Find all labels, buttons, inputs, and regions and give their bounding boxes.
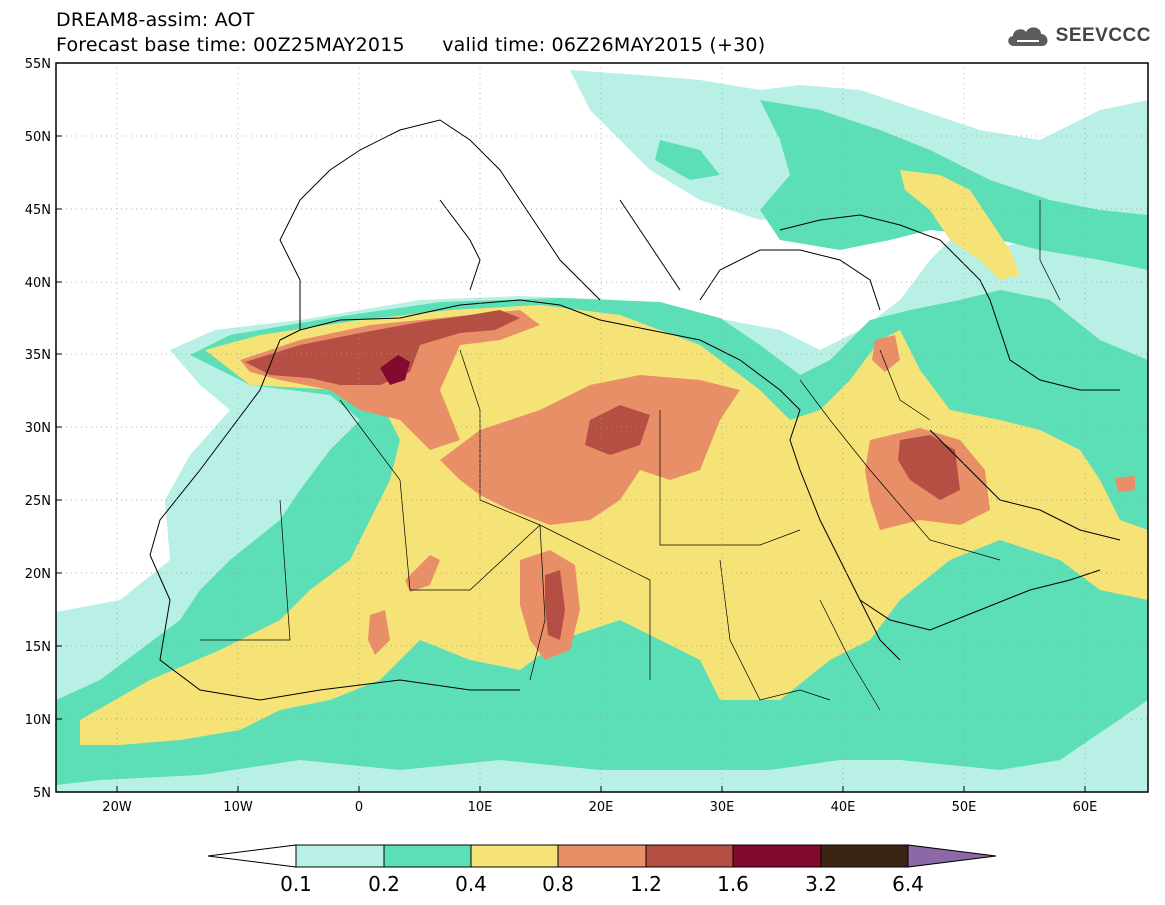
colorbar-label: 6.4 xyxy=(892,872,924,896)
lat-tick-label: 50N xyxy=(25,130,51,145)
lon-tick-labels: 20W 10W 0 10E 20E 30E 40E 50E 60E xyxy=(102,800,1097,815)
colorbar-swatch xyxy=(820,844,909,868)
colorbar-swatch xyxy=(383,844,472,868)
cloud-icon xyxy=(1007,27,1048,46)
forecast-time-line: Forecast base time: 00Z25MAY2015 valid t… xyxy=(56,34,765,56)
lon-tick-label: 10E xyxy=(468,800,493,815)
lon-tick-label: 0 xyxy=(355,800,363,815)
lat-tick-label: 45N xyxy=(25,203,51,218)
lon-tick-label: 50E xyxy=(952,800,977,815)
graticule xyxy=(56,63,1148,792)
colorbar-over-arrow xyxy=(907,844,997,868)
colorbar-swatch xyxy=(557,844,647,868)
lat-tick-label: 25N xyxy=(25,494,51,509)
seevccc-logo: SEEVCCC xyxy=(1004,22,1151,50)
lon-tick-label: 30E xyxy=(710,800,735,815)
lat-ticks xyxy=(56,135,62,720)
logo-text: SEEVCCC xyxy=(1055,25,1151,46)
colorbar-swatch xyxy=(295,844,385,868)
colorbar-label: 1.6 xyxy=(717,872,749,896)
colorbar-label: 0.2 xyxy=(368,872,400,896)
lat-tick-label: 15N xyxy=(25,640,51,655)
colorbar: 0.1 0.2 0.4 0.8 1.2 1.6 3.2 6.4 xyxy=(207,844,997,896)
lon-tick-label: 20W xyxy=(102,800,132,815)
aot-contour-1.2 xyxy=(245,310,960,640)
colorbar-label: 0.8 xyxy=(542,872,574,896)
valid-time: valid time: 06Z26MAY2015 (+30) xyxy=(442,34,766,56)
lat-tick-label: 35N xyxy=(25,348,51,363)
map-title: DREAM8-assim: AOT xyxy=(56,9,255,31)
aot-contour-1.6 xyxy=(380,355,410,385)
colorbar-label: 0.1 xyxy=(280,872,312,896)
colorbar-label: 0.4 xyxy=(455,872,487,896)
colorbar-under-arrow xyxy=(207,844,297,868)
lat-tick-labels: 55N 50N 45N 40N 35N 30N 25N 20N 15N 10N … xyxy=(25,57,51,801)
lat-tick-label: 5N xyxy=(33,786,51,801)
country-borders xyxy=(200,200,1061,711)
lat-tick-label: 40N xyxy=(25,276,51,291)
aot-contours xyxy=(56,70,1148,792)
lat-tick-label: 20N xyxy=(25,567,51,582)
lat-tick-label: 55N xyxy=(25,57,51,72)
colorbar-label: 1.2 xyxy=(630,872,662,896)
lat-tick-label: 10N xyxy=(25,713,51,728)
lon-tick-label: 10W xyxy=(223,800,253,815)
lon-tick-label: 60E xyxy=(1073,800,1098,815)
lon-ticks xyxy=(116,786,1086,792)
colorbar-label: 3.2 xyxy=(805,872,837,896)
lon-tick-label: 20E xyxy=(589,800,614,815)
lat-tick-label: 30N xyxy=(25,421,51,436)
colorbar-swatch xyxy=(470,844,559,868)
base-time: Forecast base time: 00Z25MAY2015 xyxy=(56,34,405,56)
aot-contour-0.4 xyxy=(80,170,1148,745)
lon-tick-label: 40E xyxy=(831,800,856,815)
coastlines xyxy=(149,119,1121,701)
colorbar-swatch xyxy=(732,844,822,868)
colorbar-swatch xyxy=(645,844,734,868)
